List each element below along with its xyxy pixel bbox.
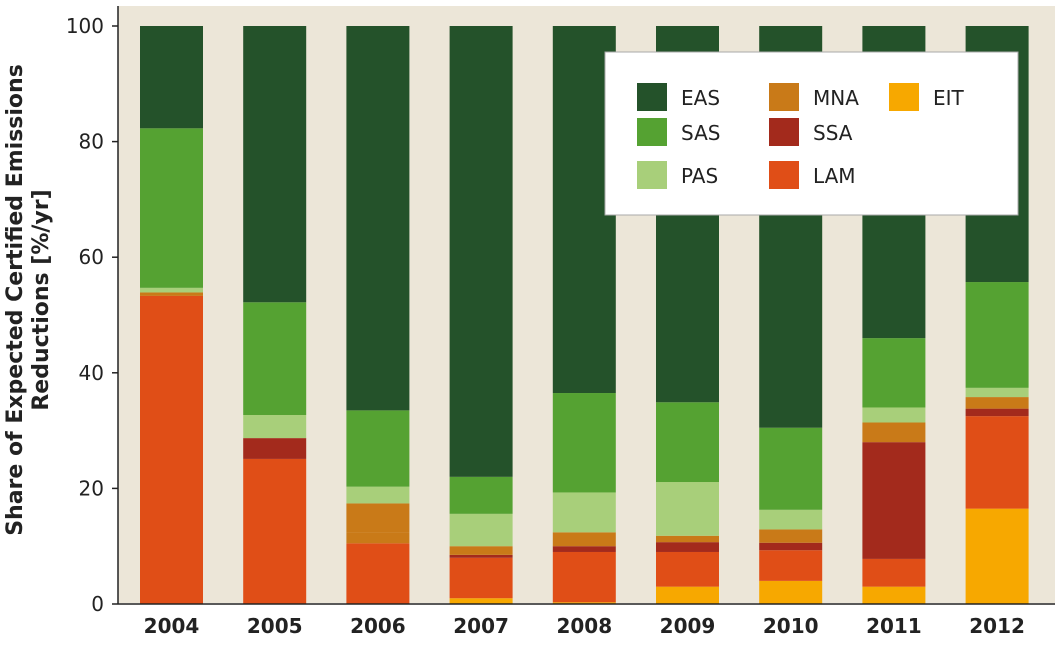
bar-segment-ssa-2008 [552, 546, 616, 552]
bar-segment-mna-2009 [656, 535, 719, 543]
bar-segment-lam-2006 [346, 543, 410, 604]
bar-segment-mna2-2006 [346, 503, 410, 533]
legend-label-mna: MNA [813, 86, 859, 110]
bar-segment-pas-2012 [965, 387, 1029, 398]
bar-segment-pas-2005 [243, 414, 307, 439]
bar-segment-sas-2006 [346, 410, 410, 487]
axis-layer [117, 6, 1055, 605]
legend-swatch-sas [637, 118, 667, 146]
x-tick-label: 2010 [763, 614, 819, 638]
legend-swatch-ssa [769, 118, 799, 146]
y-axis-label-line2: Reductions [%/yr] [29, 189, 54, 410]
x-tick-label: 2008 [556, 614, 612, 638]
bar-segment-sas-2011 [862, 338, 926, 408]
y-ticks: 0 20 40 60 80 100 [66, 14, 118, 616]
bar-segment-eas-2006 [346, 26, 410, 411]
legend-label-lam: LAM [813, 164, 856, 188]
bar-segment-eit-2009 [656, 586, 719, 604]
x-tick-label: 2012 [969, 614, 1025, 638]
bar-segment-lam-2010 [759, 550, 823, 581]
bar-segment-ssa-2011 [862, 442, 926, 559]
bar-segment-lam-2007 [449, 557, 513, 599]
x-tick-label: 2011 [866, 614, 922, 638]
legend-label-ssa: SSA [813, 121, 853, 145]
x-tick-label: 2006 [350, 614, 406, 638]
y-tick-label: 80 [79, 130, 104, 154]
bar-segment-ssa-2010 [759, 542, 823, 551]
legend-label-eas: EAS [681, 86, 720, 110]
bar-segment-eit-2010 [759, 580, 823, 604]
bar-segment-lam-2012 [965, 416, 1029, 509]
bar-segment-ssa-2012 [965, 408, 1029, 417]
y-tick-label: 40 [79, 361, 104, 385]
bar-segment-sas-2012 [965, 282, 1029, 388]
bar-segment-sas-2004 [140, 128, 203, 288]
bar-segment-pas-2007 [449, 513, 513, 547]
bar-segment-mna-2007 [449, 546, 513, 555]
bar-segment-lam-2008 [552, 551, 616, 603]
y-tick-label: 60 [79, 245, 104, 269]
bar-segment-eit-2008 [552, 602, 616, 604]
legend-swatch-eas [637, 83, 667, 111]
bar-segment-eit-2012 [965, 508, 1029, 604]
legend-box [604, 51, 1019, 216]
x-ticks: 2004 2005 2006 2007 2008 2009 2010 2011 2012 [144, 614, 1025, 638]
bar-segment-pas-2009 [656, 482, 719, 536]
bar-segment-eas-2004 [140, 26, 203, 129]
bar-segment-pas-2004 [140, 287, 203, 293]
x-tick-label: 2007 [453, 614, 509, 638]
y-axis-label-line1: Share of Expected Certified Emissions [3, 64, 28, 536]
bar-segment-ssa-2009 [656, 542, 719, 552]
bar-segment-pas-2008 [552, 492, 616, 533]
legend-swatch-pas [637, 161, 667, 189]
bar-segment-sas-2009 [656, 402, 719, 483]
legend-swatch-eit [889, 83, 919, 111]
y-tick-label: 20 [79, 476, 104, 500]
bar-segment-mna-2010 [759, 529, 823, 543]
bar-segment-lam-2004 [140, 295, 203, 604]
x-tick-label: 2009 [660, 614, 716, 638]
legend-label-sas: SAS [681, 121, 720, 145]
bar-segment-sas-2005 [243, 302, 307, 415]
bar-segment-lam-2009 [656, 551, 719, 587]
bar-segment-mna-2004 [140, 292, 203, 296]
bar-segment-ssa-2007 [449, 554, 513, 558]
x-tick-label: 2004 [144, 614, 200, 638]
bar-segment-pas-2006 [346, 486, 410, 504]
bar-segment-mna-2012 [965, 397, 1029, 409]
bar-segment-eit-2011 [862, 586, 926, 604]
bar-segment-lam-2005 [243, 458, 307, 604]
y-tick-label: 0 [91, 592, 104, 616]
bar-segment-eit-2007 [449, 598, 513, 604]
y-tick-label: 100 [66, 14, 104, 38]
bar-segment-sas-2008 [552, 393, 616, 493]
bar-segment-eas-2005 [243, 26, 307, 303]
bar-segment-mna-2008 [552, 532, 616, 547]
bar-segment-sas-2007 [449, 476, 513, 514]
bar-segment-mna-2011 [862, 422, 926, 443]
bar-segment-eas-2007 [449, 26, 513, 477]
legend: EAS SAS PAS MNA SSA LAM EIT [604, 51, 1019, 216]
bar-segment-mna-2006 [346, 532, 410, 544]
legend-label-eit: EIT [933, 86, 965, 110]
bar-segment-pas-2011 [862, 407, 926, 423]
legend-swatch-mna [769, 83, 799, 111]
legend-label-pas: PAS [681, 164, 718, 188]
bar-segment-ssa2-2005 [243, 438, 307, 459]
legend-swatch-lam [769, 161, 799, 189]
bar-segment-lam-2011 [862, 558, 926, 587]
bar-segment-pas-2010 [759, 509, 823, 530]
x-tick-label: 2005 [247, 614, 303, 638]
bar-segment-sas-2010 [759, 427, 823, 510]
